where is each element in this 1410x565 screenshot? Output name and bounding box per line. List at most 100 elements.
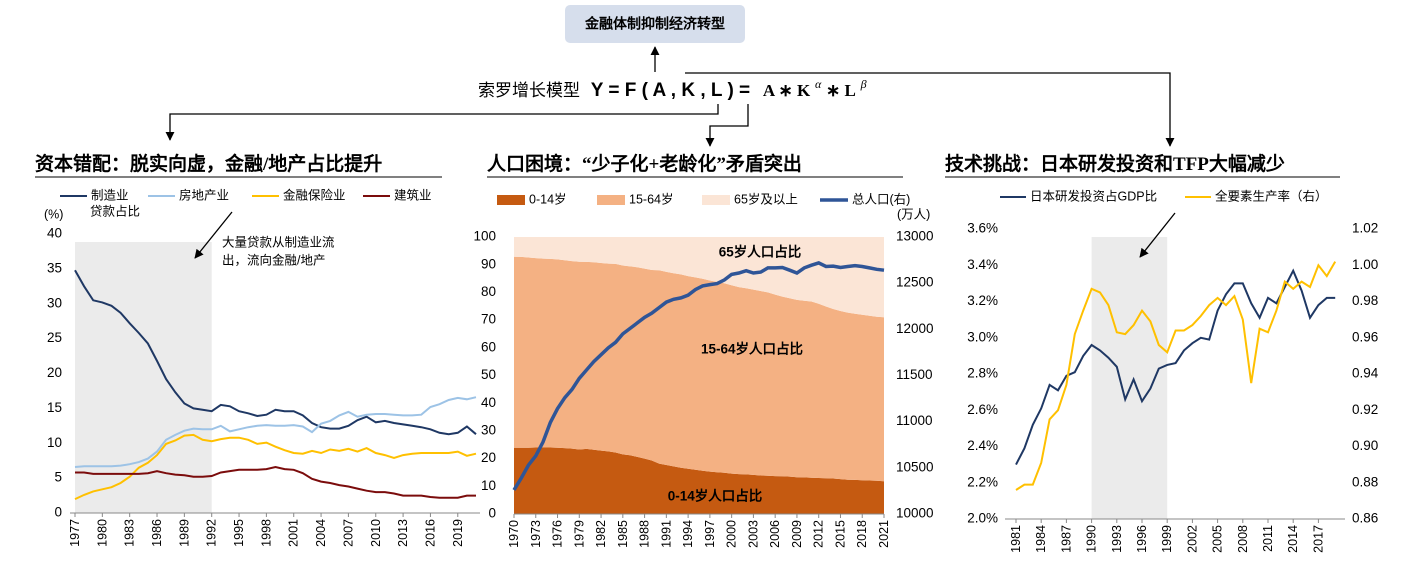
x-tick-label: 1999	[1160, 525, 1174, 553]
x-tick-label: 2010	[369, 519, 383, 547]
x-tick-label: 1979	[572, 520, 586, 548]
y2-tick-label: 1.02	[1352, 221, 1378, 236]
legend-label: 全要素生产率（右）	[1215, 188, 1328, 203]
annotation: 出，流向金融/地产	[222, 252, 325, 267]
y-tick-label: 70	[481, 312, 496, 327]
model-name: 索罗增长模型	[478, 81, 580, 100]
x-tick-label: 1988	[638, 520, 652, 548]
y-tick-label: 5	[54, 470, 62, 485]
y-tick-label: 3.0%	[967, 329, 998, 344]
x-tick-label: 1995	[232, 519, 246, 547]
x-tick-label: 2014	[1286, 525, 1300, 553]
x-tick-label: 1987	[1059, 525, 1073, 553]
y-tick-label: 25	[47, 330, 62, 345]
top-box	[565, 5, 745, 43]
y-tick-label: 10	[481, 478, 496, 493]
shaded-period	[75, 242, 212, 513]
y2-tick-label: 0.86	[1352, 511, 1378, 526]
y-tick-label: 2.4%	[967, 438, 998, 453]
y-tick-label: 0	[54, 505, 62, 520]
x-tick-label: 2002	[1185, 525, 1199, 553]
y-tick-label: 30	[481, 422, 496, 437]
x-tick-label: 1994	[681, 520, 695, 548]
y2-tick-label: 13000	[896, 229, 934, 244]
x-tick-label: 1982	[594, 520, 608, 548]
x-tick-label: 2011	[1261, 525, 1275, 552]
y2-tick-label: 0.94	[1352, 366, 1379, 381]
y2-tick-label: 10000	[896, 506, 934, 521]
stacked-area	[514, 256, 884, 482]
legend-label: 总人口(右)	[852, 191, 910, 206]
x-tick-label: 1998	[259, 519, 273, 547]
y-tick-label: 50	[481, 367, 496, 382]
stacked-area	[514, 237, 884, 318]
y2-tick-label: 0.92	[1352, 402, 1378, 417]
chart-title: 资本错配：脱实向虚，金融/地产占比提升	[35, 152, 382, 175]
legend-label: 0-14岁	[529, 191, 567, 206]
y-tick-label: 2.0%	[967, 511, 998, 526]
y-tick-label: 3.2%	[967, 293, 998, 308]
x-tick-label: 2016	[423, 519, 437, 547]
formula-rhs: ∗ L	[826, 81, 856, 100]
y-tick-label: 2.8%	[967, 366, 998, 381]
x-tick-label: 1992	[205, 519, 219, 547]
x-tick-label: 1997	[703, 520, 717, 548]
y2-tick-label: 12500	[896, 275, 934, 290]
y2-tick-label: 11500	[896, 367, 933, 382]
y-tick-label: 40	[481, 395, 496, 410]
x-tick-label: 1973	[529, 520, 543, 548]
y-tick-label: 0	[488, 506, 496, 521]
series-line	[512, 261, 885, 491]
series-line	[1015, 268, 1336, 466]
x-tick-label: 1991	[659, 520, 673, 548]
x-tick-label: 2006	[768, 520, 782, 548]
y-tick-label: 2.2%	[967, 474, 998, 489]
x-tick-label: 1984	[1034, 525, 1048, 553]
x-tick-label: 2021	[877, 520, 891, 548]
x-tick-label: 1980	[95, 519, 109, 547]
y-tick-label: 3.6%	[967, 221, 998, 236]
x-tick-label: 2012	[812, 520, 826, 548]
legend-swatch	[597, 195, 625, 205]
y2-tick-label: 0.98	[1352, 293, 1378, 308]
legend-label: 65岁及以上	[734, 191, 798, 206]
y2-tick-label: 0.96	[1352, 329, 1378, 344]
legend-label: 15-64岁	[629, 191, 673, 206]
y-tick-label: 100	[473, 229, 496, 244]
x-tick-label: 2013	[396, 519, 410, 547]
y2-tick-label: 0.90	[1352, 438, 1378, 453]
y-tick-label: 10	[47, 435, 62, 450]
note: 贷款占比	[90, 203, 140, 218]
x-tick-label: 1970	[507, 520, 521, 548]
annotation: 0-14岁人口占比	[668, 488, 763, 504]
series-line	[75, 465, 476, 499]
x-tick-label: 1976	[551, 520, 565, 548]
y-tick-label: 30	[47, 295, 62, 310]
chart-title: 人口困境：“少子化+老龄化”矛盾突出	[487, 152, 802, 175]
x-tick-label: 1990	[1085, 525, 1099, 553]
x-tick-label: 1981	[1009, 525, 1023, 553]
y2-tick-label: 0.88	[1352, 474, 1378, 489]
x-tick-label: 1989	[177, 519, 191, 547]
connector	[165, 104, 719, 141]
formula-rhs: A ∗ K	[763, 81, 811, 100]
series-line	[74, 433, 477, 501]
y-tick-label: 20	[47, 365, 62, 380]
x-tick-label: 1977	[68, 519, 82, 547]
legend-label: 金融保险业	[283, 187, 346, 202]
legend-label: 制造业	[91, 188, 129, 202]
x-tick-label: 1996	[1135, 525, 1149, 553]
legend-label: 房地产业	[179, 187, 229, 202]
annotation: 65岁人口占比	[719, 244, 802, 260]
y2-axis-label: (万人)	[897, 207, 930, 221]
y-tick-label: 15	[47, 400, 62, 415]
legend-label: 日本研发投资占GDP比	[1030, 188, 1157, 203]
legend-swatch	[497, 195, 525, 205]
x-tick-label: 1986	[150, 519, 164, 547]
legend-swatch	[702, 195, 730, 205]
x-tick-label: 1983	[123, 519, 137, 547]
x-tick-label: 2003	[746, 520, 760, 548]
y-tick-label: 40	[47, 226, 62, 241]
y-tick-label: 20	[481, 450, 496, 465]
